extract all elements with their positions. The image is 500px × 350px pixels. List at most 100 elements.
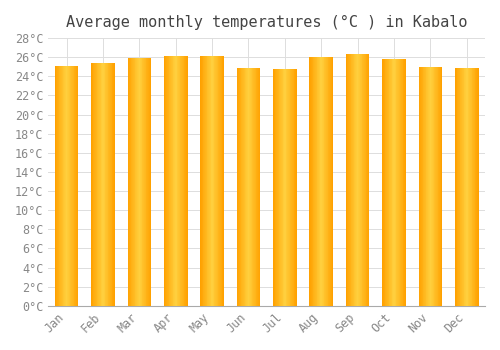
Bar: [110, 63, 111, 306]
Bar: [328, 57, 329, 306]
Bar: [382, 59, 383, 306]
Bar: [185, 56, 186, 306]
Bar: [439, 67, 440, 306]
Bar: [291, 69, 292, 306]
Bar: [434, 67, 435, 306]
Bar: [472, 68, 473, 306]
Bar: [76, 66, 77, 306]
Bar: [456, 68, 458, 306]
Bar: [222, 56, 223, 306]
Bar: [175, 56, 176, 306]
Bar: [137, 58, 138, 306]
Bar: [257, 68, 258, 306]
Bar: [96, 63, 98, 306]
Bar: [150, 58, 151, 306]
Bar: [66, 66, 68, 306]
Bar: [282, 69, 284, 306]
Bar: [168, 56, 170, 306]
Bar: [280, 69, 281, 306]
Bar: [320, 57, 322, 306]
Bar: [145, 58, 146, 306]
Bar: [102, 63, 103, 306]
Bar: [295, 69, 296, 306]
Bar: [252, 68, 253, 306]
Bar: [364, 54, 366, 306]
Bar: [172, 56, 174, 306]
Bar: [399, 59, 400, 306]
Bar: [433, 67, 434, 306]
Bar: [429, 67, 430, 306]
Bar: [205, 56, 206, 306]
Bar: [467, 68, 468, 306]
Bar: [239, 68, 240, 306]
Bar: [256, 68, 257, 306]
Bar: [70, 66, 72, 306]
Bar: [181, 56, 182, 306]
Bar: [72, 66, 73, 306]
Bar: [273, 69, 274, 306]
Bar: [210, 56, 212, 306]
Bar: [418, 67, 420, 306]
Bar: [293, 69, 294, 306]
Bar: [200, 56, 201, 306]
Bar: [170, 56, 171, 306]
Bar: [62, 66, 64, 306]
Bar: [74, 66, 75, 306]
Bar: [54, 66, 56, 306]
Bar: [251, 68, 252, 306]
Bar: [94, 63, 95, 306]
Bar: [395, 59, 396, 306]
Bar: [104, 63, 106, 306]
Bar: [244, 68, 246, 306]
Bar: [287, 69, 288, 306]
Bar: [349, 54, 350, 306]
Bar: [109, 63, 110, 306]
Bar: [166, 56, 167, 306]
Bar: [393, 59, 394, 306]
Bar: [285, 69, 286, 306]
Bar: [130, 58, 132, 306]
Bar: [387, 59, 388, 306]
Bar: [352, 54, 353, 306]
Bar: [238, 68, 239, 306]
Bar: [246, 68, 247, 306]
Bar: [223, 56, 224, 306]
Bar: [100, 63, 102, 306]
Bar: [357, 54, 358, 306]
Bar: [323, 57, 324, 306]
Bar: [390, 59, 391, 306]
Bar: [276, 69, 277, 306]
Bar: [92, 63, 94, 306]
Bar: [464, 68, 465, 306]
Bar: [388, 59, 390, 306]
Bar: [147, 58, 148, 306]
Bar: [202, 56, 203, 306]
Bar: [477, 68, 478, 306]
Bar: [311, 57, 312, 306]
Bar: [426, 67, 428, 306]
Bar: [462, 68, 463, 306]
Bar: [436, 67, 438, 306]
Bar: [103, 63, 104, 306]
Bar: [136, 58, 137, 306]
Bar: [219, 56, 220, 306]
Bar: [353, 54, 354, 306]
Bar: [254, 68, 255, 306]
Bar: [132, 58, 133, 306]
Bar: [294, 69, 295, 306]
Bar: [73, 66, 74, 306]
Bar: [421, 67, 422, 306]
Bar: [396, 59, 397, 306]
Bar: [133, 58, 134, 306]
Bar: [144, 58, 145, 306]
Bar: [174, 56, 175, 306]
Bar: [179, 56, 180, 306]
Bar: [274, 69, 276, 306]
Bar: [424, 67, 425, 306]
Bar: [64, 66, 65, 306]
Bar: [356, 54, 357, 306]
Bar: [474, 68, 476, 306]
Bar: [327, 57, 328, 306]
Bar: [289, 69, 290, 306]
Bar: [318, 57, 319, 306]
